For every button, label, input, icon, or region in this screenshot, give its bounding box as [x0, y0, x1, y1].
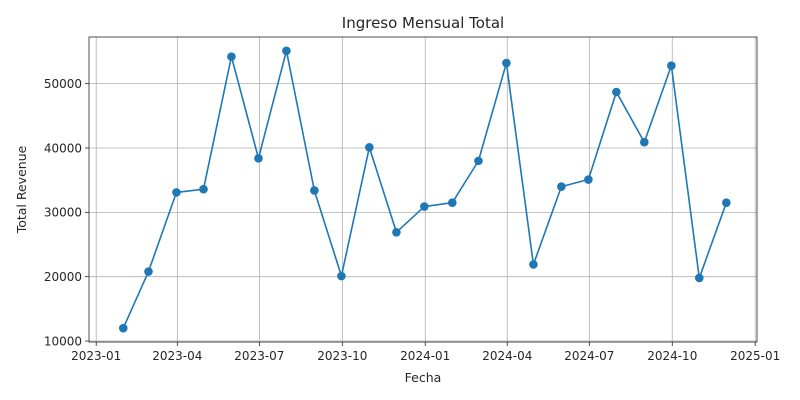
data-point — [557, 182, 566, 191]
data-point — [584, 175, 593, 184]
data-point — [337, 271, 346, 281]
x-tick-label: 2023-01 — [71, 349, 121, 363]
y-tick-label: 10000 — [44, 334, 82, 348]
series-layer — [118, 46, 731, 333]
data-point — [447, 198, 457, 207]
x-tick-label: 2023-04 — [152, 349, 202, 363]
y-tick-label: 30000 — [44, 206, 82, 220]
chart-title: Ingreso Mensual Total — [342, 14, 504, 32]
data-point — [722, 198, 731, 207]
y-tick-label: 40000 — [44, 141, 82, 155]
data-point — [144, 267, 153, 276]
data-point — [474, 156, 483, 166]
x-tick-label: 2025-01 — [730, 349, 780, 363]
data-point — [282, 46, 291, 56]
x-tick-label: 2024-04 — [482, 349, 532, 363]
x-tick-label: 2024-01 — [400, 349, 450, 363]
data-point — [529, 260, 538, 269]
data-point — [172, 188, 181, 197]
data-point — [254, 153, 263, 163]
data-point — [420, 202, 429, 211]
data-point — [199, 184, 208, 194]
data-point — [118, 323, 128, 333]
data-point — [392, 227, 401, 237]
x-tick-label: 2024-07 — [564, 349, 614, 363]
data-point — [612, 87, 621, 97]
axis-ticks: 2023-01 2023-04 2023-07 2023-10 2024-01 2024-… — [44, 77, 780, 363]
data-point — [227, 52, 236, 61]
plot-frame — [88, 36, 758, 343]
data-point — [695, 273, 704, 283]
data-point — [667, 61, 676, 70]
data-point — [502, 58, 511, 68]
data-point — [640, 137, 649, 147]
x-tick-label: 2023-07 — [234, 349, 284, 363]
y-tick-label: 20000 — [44, 270, 82, 284]
x-tick-label: 2023-10 — [317, 349, 367, 363]
data-point — [310, 186, 319, 195]
x-axis-label: Fecha — [405, 370, 442, 385]
grid — [89, 37, 757, 342]
x-tick-label: 2024-10 — [647, 349, 697, 363]
y-axis-label: Total Revenue — [14, 145, 29, 234]
data-point — [365, 143, 374, 152]
y-tick-label: 50000 — [44, 77, 82, 91]
